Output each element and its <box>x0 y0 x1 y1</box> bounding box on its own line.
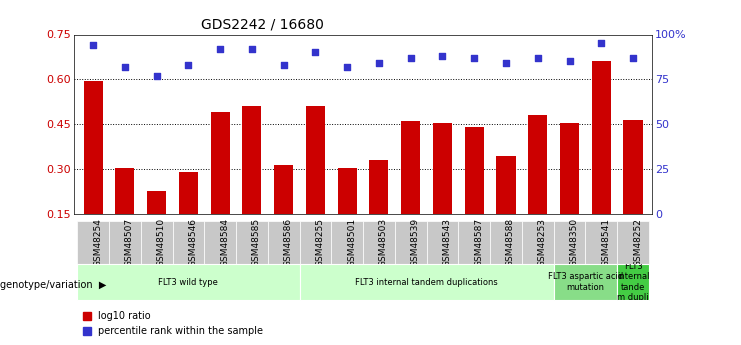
Text: GSM48254: GSM48254 <box>93 218 102 267</box>
Bar <box>274 165 293 214</box>
Text: GDS2242 / 16680: GDS2242 / 16680 <box>202 18 324 32</box>
Text: FLT3 aspartic acid
mutation: FLT3 aspartic acid mutation <box>548 272 623 292</box>
FancyBboxPatch shape <box>205 221 236 264</box>
Bar <box>116 168 134 214</box>
Point <box>119 64 131 70</box>
Text: GSM48546: GSM48546 <box>188 218 197 267</box>
Point <box>595 41 607 46</box>
Bar <box>306 106 325 214</box>
Point <box>436 53 448 59</box>
Text: GSM48255: GSM48255 <box>316 218 325 267</box>
Text: GSM48543: GSM48543 <box>442 218 451 267</box>
Text: FLT3 wild type: FLT3 wild type <box>159 277 219 287</box>
FancyBboxPatch shape <box>585 221 617 264</box>
Point <box>627 55 639 61</box>
Point <box>373 60 385 66</box>
Point <box>564 59 576 64</box>
Bar <box>147 191 166 214</box>
Text: GSM48585: GSM48585 <box>252 218 261 267</box>
Bar <box>465 127 484 214</box>
Text: GSM48350: GSM48350 <box>570 218 579 267</box>
Text: GSM48507: GSM48507 <box>125 218 134 267</box>
Bar <box>623 120 642 214</box>
Point <box>500 60 512 66</box>
Text: GSM48253: GSM48253 <box>538 218 547 267</box>
FancyBboxPatch shape <box>617 221 649 264</box>
Point <box>278 62 290 68</box>
Text: GSM48503: GSM48503 <box>379 218 388 267</box>
Text: GSM48539: GSM48539 <box>411 218 419 267</box>
FancyBboxPatch shape <box>236 221 268 264</box>
Point <box>214 46 226 52</box>
FancyBboxPatch shape <box>522 221 554 264</box>
FancyBboxPatch shape <box>395 221 427 264</box>
FancyBboxPatch shape <box>268 221 299 264</box>
FancyBboxPatch shape <box>77 221 109 264</box>
Bar <box>496 156 516 214</box>
FancyBboxPatch shape <box>331 221 363 264</box>
Point <box>342 64 353 70</box>
Bar <box>560 123 579 214</box>
Bar <box>592 61 611 214</box>
Text: FLT3
internal
tande
m dupli: FLT3 internal tande m dupli <box>617 262 649 302</box>
FancyBboxPatch shape <box>617 264 649 300</box>
FancyBboxPatch shape <box>173 221 205 264</box>
Bar <box>401 121 420 214</box>
Bar <box>84 81 103 214</box>
Point <box>182 62 194 68</box>
Bar <box>179 172 198 214</box>
FancyBboxPatch shape <box>459 221 490 264</box>
Text: GSM48584: GSM48584 <box>220 218 229 267</box>
Point <box>405 55 416 61</box>
Point <box>246 46 258 52</box>
Bar <box>242 106 262 214</box>
Bar <box>433 123 452 214</box>
FancyBboxPatch shape <box>109 221 141 264</box>
Point <box>310 50 322 55</box>
Bar <box>338 168 356 214</box>
Point <box>468 55 480 61</box>
FancyBboxPatch shape <box>554 221 585 264</box>
Bar <box>210 112 230 214</box>
FancyBboxPatch shape <box>427 221 459 264</box>
Legend: log10 ratio, percentile rank within the sample: log10 ratio, percentile rank within the … <box>79 307 268 340</box>
Text: GSM48510: GSM48510 <box>156 218 166 267</box>
Text: GSM48541: GSM48541 <box>601 218 611 267</box>
Text: GSM48501: GSM48501 <box>348 218 356 267</box>
FancyBboxPatch shape <box>141 221 173 264</box>
FancyBboxPatch shape <box>299 264 554 300</box>
Point <box>532 55 544 61</box>
FancyBboxPatch shape <box>490 221 522 264</box>
Point <box>150 73 162 79</box>
Point <box>87 42 99 48</box>
Text: GSM48588: GSM48588 <box>506 218 515 267</box>
Bar <box>528 115 548 214</box>
FancyBboxPatch shape <box>299 221 331 264</box>
Text: GSM48587: GSM48587 <box>474 218 483 267</box>
Text: GSM48252: GSM48252 <box>633 218 642 267</box>
Bar <box>370 160 388 214</box>
FancyBboxPatch shape <box>363 221 395 264</box>
Text: genotype/variation  ▶: genotype/variation ▶ <box>0 280 107 289</box>
Text: FLT3 internal tandem duplications: FLT3 internal tandem duplications <box>355 277 498 287</box>
FancyBboxPatch shape <box>77 264 299 300</box>
Text: GSM48586: GSM48586 <box>284 218 293 267</box>
FancyBboxPatch shape <box>554 264 617 300</box>
